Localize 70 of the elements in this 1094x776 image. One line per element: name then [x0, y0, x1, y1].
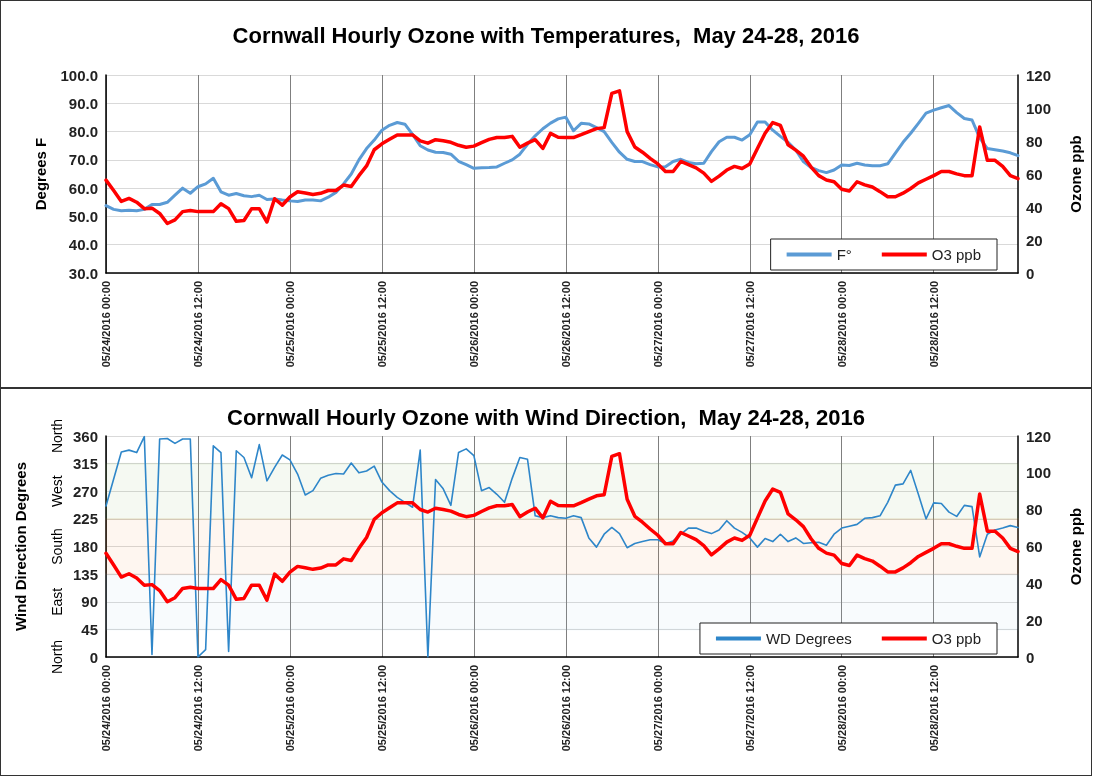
y-tick-label: 30.0 — [68, 264, 98, 282]
y-axis-title: Wind Direction Degrees — [12, 461, 29, 632]
legend-label: WD Degrees — [765, 630, 852, 647]
x-tick-label: 05/28/2016 12:00 — [927, 665, 940, 752]
y-tick-label: 360 — [72, 427, 98, 445]
y-tick-label: 70.0 — [68, 151, 98, 169]
y2-tick-label: 40 — [1026, 198, 1043, 216]
y2-tick-label: 100 — [1026, 464, 1052, 482]
line-series — [104, 104, 1020, 213]
x-tick-label: 05/24/2016 12:00 — [191, 281, 204, 368]
y-tick-label: 225 — [72, 510, 98, 528]
x-tick-label: 05/26/2016 00:00 — [467, 665, 480, 752]
y2-tick-label: 20 — [1026, 611, 1043, 629]
y2-tick-label: 120 — [1026, 427, 1052, 445]
y-tick-label: 270 — [72, 482, 98, 500]
text: North — [49, 418, 65, 454]
legend-label: O3 ppb — [931, 630, 982, 647]
y-tick-label: 90.0 — [68, 94, 98, 112]
text: East — [49, 587, 65, 616]
y2-tick-label: 80 — [1026, 132, 1043, 150]
y-tick-label: 45 — [81, 620, 98, 638]
x-tick-label: 05/25/2016 12:00 — [375, 665, 388, 752]
y-tick-label: 80.0 — [68, 123, 98, 141]
y2-tick-label: 40 — [1026, 574, 1043, 592]
y-tick-label: 180 — [72, 538, 98, 555]
line-series — [105, 435, 1019, 658]
y2-tick-label: 120 — [1026, 66, 1052, 84]
y-tick-label: 60.0 — [68, 179, 98, 197]
x-tick-label: 05/28/2016 00:00 — [835, 665, 848, 752]
y2-tick-label: 0 — [1026, 648, 1035, 666]
x-tick-label: 05/27/2016 00:00 — [651, 281, 664, 368]
x-tick-label: 05/27/2016 12:00 — [743, 665, 756, 752]
y2-tick-label: 20 — [1026, 231, 1043, 249]
y2-axis-title: Ozone ppb — [1067, 507, 1084, 586]
x-tick-label: 05/24/2016 12:00 — [191, 665, 204, 752]
x-tick-label: 05/26/2016 12:00 — [559, 281, 572, 368]
legend-label: O3 ppb — [931, 246, 982, 263]
x-tick-label: 05/25/2016 12:00 — [375, 281, 388, 368]
chart-title: Cornwall Hourly Ozone with Wind Direction, May 24-28, 2016 — [227, 404, 865, 430]
x-tick-label: 05/27/2016 00:00 — [651, 665, 664, 752]
x-tick-label: 05/27/2016 12:00 — [743, 281, 756, 368]
y-tick-label: 315 — [72, 455, 98, 473]
text: South — [49, 528, 65, 565]
y-tick-label: 135 — [72, 565, 98, 583]
y2-axis-title: Ozone ppb — [1067, 135, 1084, 213]
text: West — [49, 475, 65, 508]
line-series — [104, 451, 1020, 604]
chart-title: Cornwall Hourly Ozone with Temperatures, May 24-28, 2016 — [232, 22, 860, 48]
line-series — [104, 89, 1020, 226]
x-tick-label: 05/28/2016 00:00 — [835, 281, 848, 368]
x-tick-label: 05/25/2016 00:00 — [283, 281, 296, 368]
y-tick-label: 100.0 — [60, 66, 98, 84]
x-tick-label: 05/28/2016 12:00 — [927, 281, 940, 368]
legend-label: F° — [836, 246, 852, 263]
y-tick-label: 0 — [89, 648, 98, 666]
text: North — [49, 639, 65, 675]
y-tick-label: 40.0 — [68, 236, 98, 254]
x-tick-label: 05/26/2016 12:00 — [559, 665, 572, 752]
y2-tick-label: 80 — [1026, 501, 1043, 519]
x-tick-label: 05/24/2016 00:00 — [100, 281, 112, 368]
y-tick-label: 90 — [81, 593, 98, 611]
x-tick-label: 05/25/2016 00:00 — [283, 665, 296, 752]
y-axis-title: Degrees F — [32, 137, 49, 211]
y2-tick-label: 100 — [1026, 99, 1052, 117]
x-tick-label: 05/24/2016 00:00 — [100, 665, 112, 752]
y2-tick-label: 0 — [1026, 264, 1035, 282]
x-tick-label: 05/26/2016 00:00 — [467, 281, 480, 368]
y2-tick-label: 60 — [1026, 165, 1043, 183]
y-tick-label: 50.0 — [68, 207, 98, 225]
y2-tick-label: 60 — [1026, 538, 1043, 555]
